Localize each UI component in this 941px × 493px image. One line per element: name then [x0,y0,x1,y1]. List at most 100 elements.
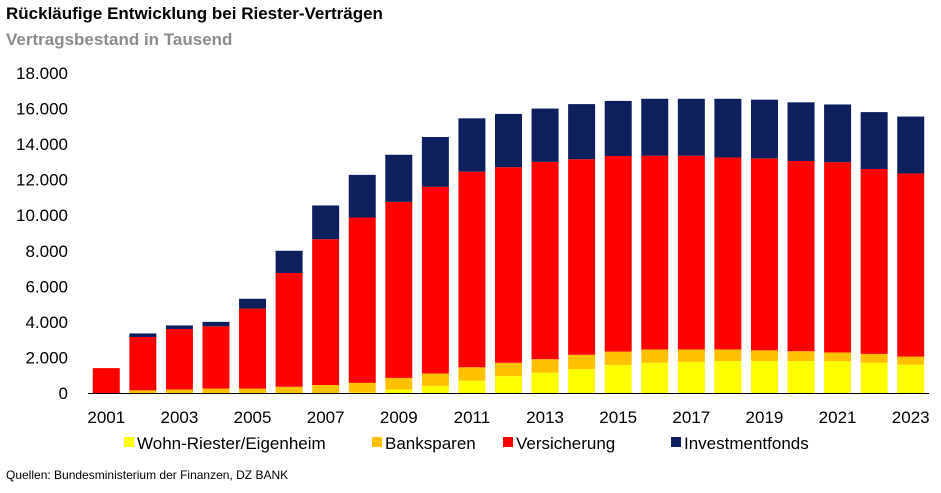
x-tick-label: 2007 [307,408,345,427]
x-tick-label: 2005 [234,408,272,427]
bar-segment-2 [860,353,888,363]
legend-item: Banksparen [372,434,476,453]
legend-item: Versicherung [503,434,615,453]
legend-item: Wohn-Riester/Eigenheim [124,434,326,453]
y-tick-label: 10.000 [16,206,68,225]
y-tick-label: 6.000 [25,277,68,296]
bar-segment-1 [750,361,778,393]
bar-segment-3 [202,326,230,389]
bar-segment-3 [750,158,778,351]
chart-title: Rückläufige Entwicklung bei Riester-Vert… [6,4,383,23]
bar-segment-4 [312,205,340,240]
bar-segment-4 [458,118,486,172]
bar-segment-4 [860,112,888,169]
bar-segment-2 [275,386,303,393]
bar-segment-2 [568,354,596,369]
source-note: Quellen: Bundesministerium der Finanzen,… [6,468,289,482]
bar-segment-2 [165,389,193,393]
bar-segment-4 [421,137,449,187]
y-tick-label: 2.000 [25,348,68,367]
bar-segment-4 [531,108,559,162]
bar-stack-2007 [312,205,340,393]
bar-stack-2004 [202,321,230,393]
y-tick-label: 0 [59,384,68,403]
bar-segment-4 [897,116,925,174]
bar-segment-2 [824,352,852,362]
bar-segment-2 [385,377,413,390]
bar-segment-2 [714,349,742,361]
legend-label: Banksparen [385,434,476,453]
y-axis: 0 2.000 4.000 6.000 8.000 10.000 12.000 14.000 1… [16,64,68,403]
bar-segment-4 [165,325,193,329]
bar-segment-1 [531,372,559,393]
bar-stack-2023 [897,116,925,393]
bar-segment-3 [677,155,705,350]
bar-segment-1 [641,362,669,393]
bar-segment-1 [897,364,925,393]
bar-segment-2 [750,350,778,361]
bar-segment-2 [787,351,815,361]
bar-segment-4 [677,98,705,156]
bar-segment-3 [531,161,559,360]
x-tick-label: 2015 [599,408,637,427]
legend-label: Wohn-Riester/Eigenheim [137,434,326,453]
bar-segment-4 [495,113,522,168]
x-tick-label: 2013 [526,408,564,427]
bar-segment-3 [348,217,376,383]
bar-segment-3 [458,171,486,368]
bar-segment-1 [714,361,742,393]
x-tick-label: 2017 [672,408,710,427]
bar-stack-2006 [275,250,303,393]
bar-stack-2001 [92,368,120,393]
bar-segment-4 [641,98,669,156]
bar-segment-1 [495,376,522,393]
legend-label: Investmentfonds [684,434,809,453]
x-axis: 2001 2003 2005 2007 2009 2011 2013 2015 2017 2019… [87,393,930,427]
y-tick-label: 18.000 [16,64,68,83]
bar-segment-2 [312,385,340,393]
bar-segment-4 [604,100,632,157]
bar-segment-3 [787,161,815,352]
bar-segment-3 [275,273,303,387]
bar-segment-2 [495,362,522,377]
x-tick-label: 2019 [746,408,784,427]
y-tick-label: 4.000 [25,313,68,332]
bar-stack-2018 [714,98,742,393]
x-tick-label: 2011 [454,408,491,427]
bar-segment-3 [897,173,925,357]
bar-stack-2016 [641,98,669,393]
bar-segment-3 [568,159,596,355]
y-tick-label: 14.000 [16,135,68,154]
bar-segment-4 [787,102,815,161]
bar-segment-1 [458,380,486,393]
bar-stack-2020 [787,102,815,393]
y-tick-label: 16.000 [16,100,68,119]
bar-segment-4 [714,98,742,158]
legend-label: Versicherung [516,434,615,453]
bar-stacks [92,98,925,393]
bar-segment-2 [604,351,632,365]
bar-segment-3 [714,157,742,350]
legend-swatch [372,437,382,447]
bar-stack-2012 [495,113,522,393]
bar-segment-1 [824,361,852,393]
bar-segment-2 [458,367,486,381]
bar-segment-3 [239,308,267,389]
bar-stack-2003 [165,325,193,393]
bar-stack-2019 [750,99,778,393]
bar-segment-2 [531,359,559,373]
legend: Wohn-Riester/Eigenheim Banksparen Versiche… [124,434,809,453]
bar-segment-2 [239,388,267,393]
legend-swatch [503,437,513,447]
bar-stack-2005 [239,298,267,393]
bar-segment-3 [385,201,413,378]
bar-segment-3 [604,156,632,352]
bar-stack-2021 [824,104,852,393]
bar-segment-1 [568,369,596,393]
bar-stack-2013 [531,108,559,393]
bar-segment-3 [824,162,852,353]
bar-segment-3 [860,169,888,354]
bar-segment-3 [165,329,193,390]
bar-stack-2011 [458,118,486,393]
